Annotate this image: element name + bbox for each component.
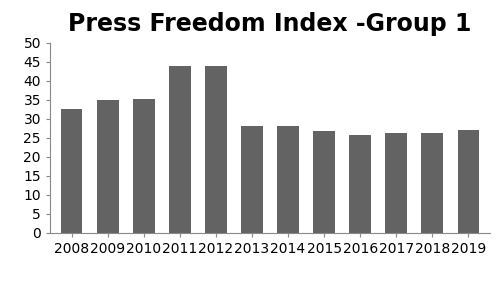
Bar [386, 133, 407, 233]
Bar [205, 66, 227, 233]
Bar [314, 131, 335, 233]
Bar [133, 99, 154, 233]
Bar [422, 133, 443, 233]
Bar [350, 135, 371, 233]
Bar [169, 66, 190, 233]
Bar [458, 130, 479, 233]
Title: Press Freedom Index -Group 1: Press Freedom Index -Group 1 [68, 12, 471, 36]
Bar [277, 126, 299, 233]
Bar [241, 126, 263, 233]
Bar [61, 109, 82, 233]
Bar [97, 100, 118, 233]
